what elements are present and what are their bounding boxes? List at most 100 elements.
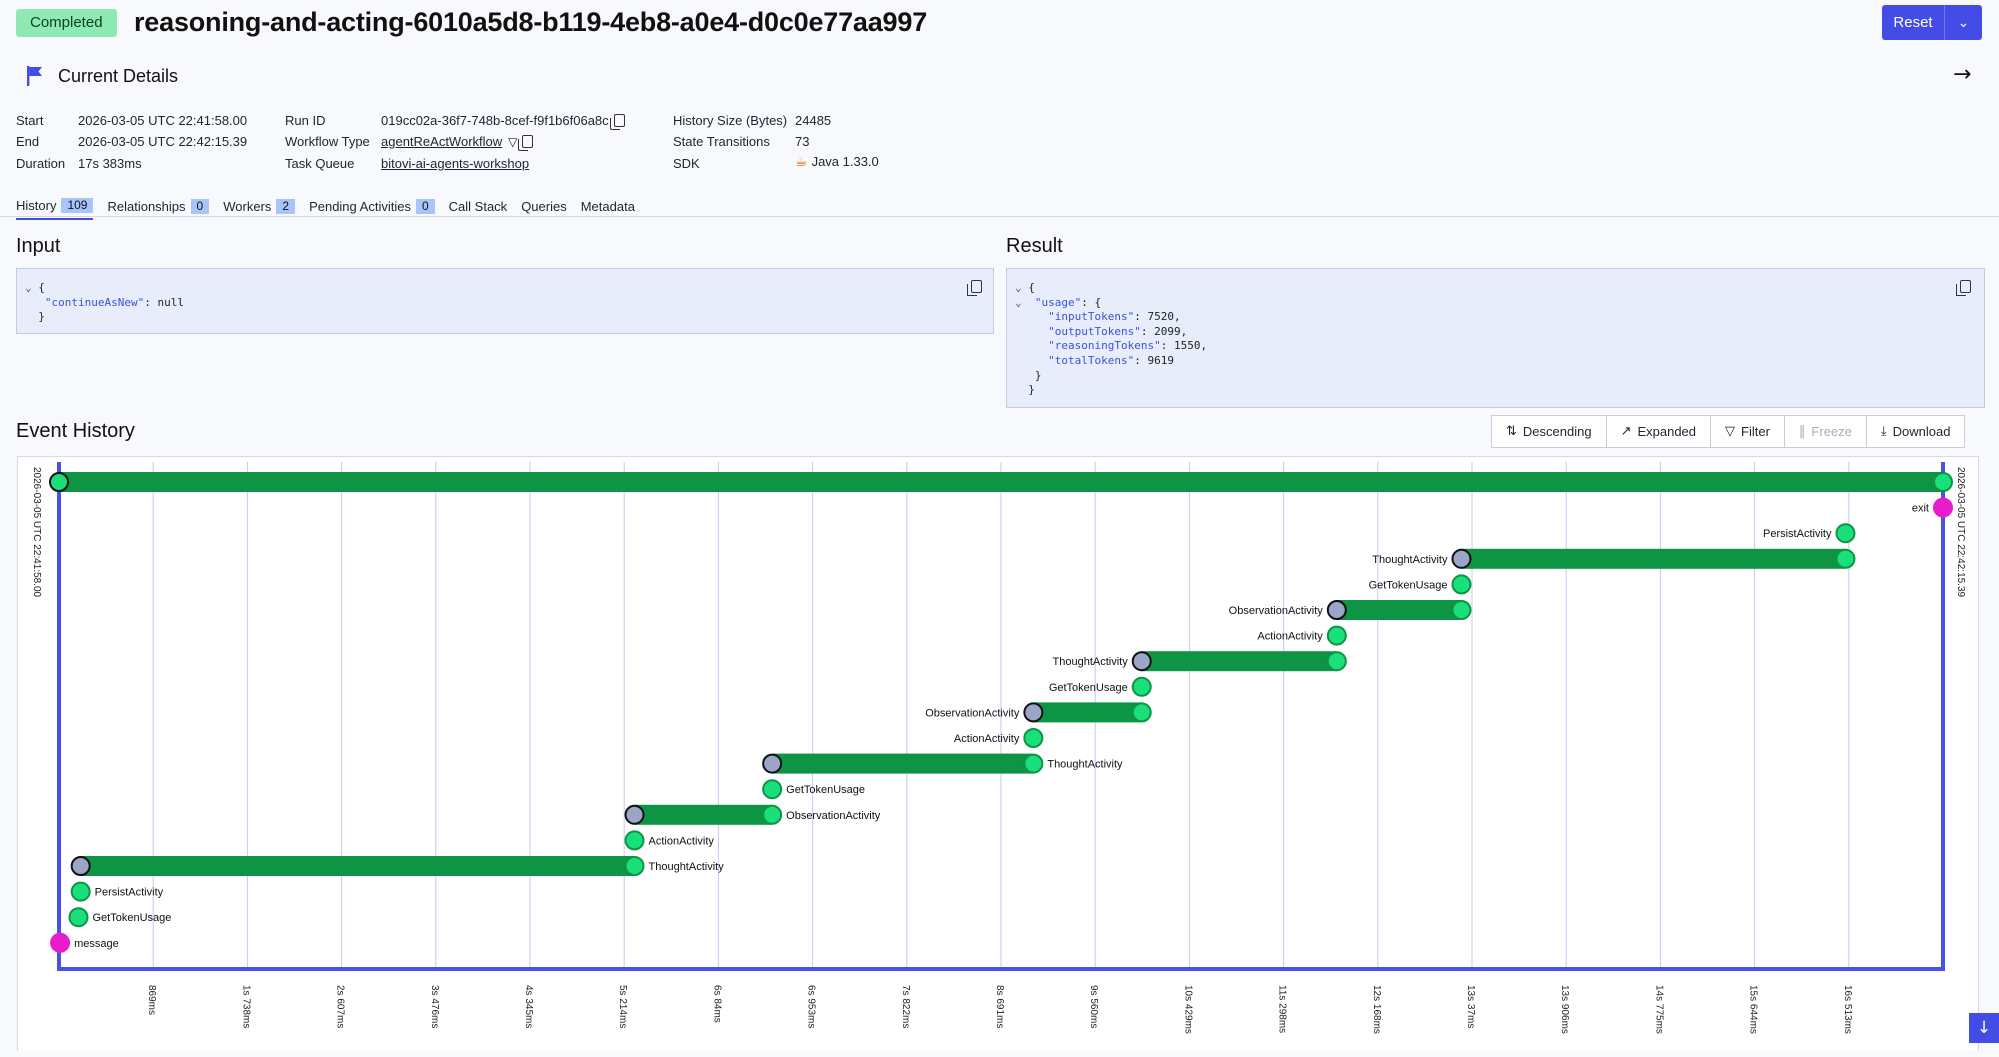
input-value: null <box>157 295 184 309</box>
duration-value: 17s 383ms <box>78 156 142 171</box>
tab-pending-activities[interactable]: Pending Activities 0 <box>309 198 435 220</box>
timeline-start-label: 2026-03-05 UTC 22:41:58.00 <box>31 467 42 598</box>
tick-label: 3s 476ms <box>429 985 440 1028</box>
event-bar <box>1033 702 1142 723</box>
event-end-node <box>1326 651 1347 672</box>
result-field-value: 1550 <box>1173 339 1201 353</box>
descending-label: Descending <box>1522 424 1592 439</box>
current-details-title: Current Details <box>58 65 179 86</box>
copy-icon[interactable] <box>967 280 982 296</box>
result-heading: Result <box>1006 235 1063 257</box>
tick-label: 8s 691ms <box>994 985 1005 1028</box>
freeze-label: Freeze <box>1811 424 1852 439</box>
filter-label: Filter <box>1741 424 1770 439</box>
tick-label: 13s 906ms <box>1559 985 1570 1034</box>
tick-label: 12s 168ms <box>1371 985 1382 1034</box>
filter-button[interactable]: ▽ Filter <box>1710 415 1785 448</box>
duration-label: Duration <box>16 156 66 171</box>
collapse-toggle[interactable]: ⌄ <box>1015 295 1022 309</box>
result-field-value: 2099 <box>1154 324 1181 338</box>
filter-icon[interactable]: ▽ <box>508 135 518 149</box>
tab-queries[interactable]: Queries <box>521 198 567 220</box>
tab-label: Relationships <box>107 199 186 214</box>
tab-workers[interactable]: Workers 2 <box>223 198 296 220</box>
arrow-right-icon[interactable]: → <box>1953 62 1972 87</box>
page-title: reasoning-and-acting-6010a5d8-b119-4eb8-… <box>134 7 928 37</box>
workflow-type-link[interactable]: agentReActWorkflow <box>381 134 503 149</box>
freeze-button[interactable]: ‖ Freeze <box>1783 415 1867 448</box>
event-start-node <box>762 753 783 774</box>
event-start-node <box>1326 600 1347 620</box>
event-label: GetTokenUsage <box>1049 682 1128 694</box>
tabs-divider <box>0 216 1999 217</box>
collapse-toggle[interactable]: ⌄ <box>25 281 32 294</box>
tick-label: 15s 644ms <box>1748 985 1759 1034</box>
event-end-node <box>1933 472 1953 492</box>
tick-label: 1s 738ms <box>240 985 251 1028</box>
tick-label: 10s 429ms <box>1182 985 1193 1034</box>
tick-label: 14s 775ms <box>1653 985 1664 1034</box>
copy-icon[interactable] <box>1956 280 1971 296</box>
event-start-node <box>624 804 645 825</box>
tab-call-stack[interactable]: Call Stack <box>449 198 508 220</box>
collapse-toggle[interactable]: ⌄ <box>1015 281 1022 294</box>
tick-label: 869ms <box>146 985 157 1015</box>
workflow-type-label: Workflow Type <box>285 134 370 149</box>
tab-bar: History 109 Relationships 0 Workers 2 Pendi… <box>16 198 635 220</box>
event-label: GetTokenUsage <box>1369 579 1448 591</box>
event-label: ObservationActivity <box>786 810 881 822</box>
tab-relationships[interactable]: Relationships 0 <box>107 198 210 220</box>
result-field-key: "inputTokens" <box>1048 310 1135 324</box>
signal-node <box>1933 497 1953 518</box>
event-bar <box>80 856 635 876</box>
chevron-down-icon[interactable]: ⌄ <box>1944 5 1982 40</box>
tab-label: Workers <box>223 199 272 214</box>
tick-label: 7s 822ms <box>900 985 911 1028</box>
scroll-down-button[interactable]: ↓ <box>1969 1013 1999 1043</box>
result-field-key: "reasoningTokens" <box>1048 339 1161 353</box>
tab-label: Pending Activities <box>309 199 411 214</box>
result-field-key: "outputTokens" <box>1048 324 1141 338</box>
reset-button[interactable]: Reset <box>1882 5 1944 40</box>
reset-button-group: Reset ⌄ <box>1882 5 1982 40</box>
event-start-node <box>1451 548 1472 569</box>
tab-label: Metadata <box>580 199 635 214</box>
event-node <box>70 881 91 902</box>
tab-history[interactable]: History 109 <box>16 198 94 220</box>
event-bar <box>1336 600 1462 620</box>
copy-icon[interactable] <box>518 135 534 151</box>
event-history-toolbar: ⇅ Descending ↗ Expanded ▽ Filter ‖ Freeze ⤓ D… <box>1491 415 1966 448</box>
sdk-value: Java 1.33.0 <box>811 154 879 169</box>
event-end-node <box>762 804 783 825</box>
event-end-node <box>1023 753 1044 774</box>
event-end-node <box>624 856 645 876</box>
expanded-button[interactable]: ↗ Expanded <box>1605 415 1712 448</box>
tab-count: 2 <box>276 199 296 214</box>
end-value: 2026-03-05 UTC 22:42:15.39 <box>78 134 248 149</box>
result-field-value: 9619 <box>1147 353 1174 367</box>
tick-label: 13s 37ms <box>1465 985 1476 1028</box>
current-details-header[interactable]: Current Details <box>26 65 178 87</box>
event-timeline: 869ms 1s 738ms 2s 607ms 3s 476ms 4s 345ms 5s … <box>17 456 1979 1051</box>
end-label: End <box>16 134 40 149</box>
start-label: Start <box>16 113 44 128</box>
tab-count: 0 <box>190 199 210 214</box>
descending-button[interactable]: ⇅ Descending <box>1491 415 1607 448</box>
flag-icon <box>27 66 42 86</box>
download-button[interactable]: ⤓ Download <box>1865 415 1966 448</box>
event-node <box>1131 676 1152 697</box>
copy-icon[interactable] <box>609 114 625 130</box>
tab-metadata[interactable]: Metadata <box>581 198 635 220</box>
input-key: "continueAsNew" <box>44 295 145 309</box>
tick-label: 5s 214ms <box>617 985 628 1028</box>
tab-label: Queries <box>521 199 567 214</box>
expanded-label: Expanded <box>1637 424 1697 439</box>
event-node <box>68 907 89 928</box>
task-queue-link[interactable]: bitovi-ai-agents-workshop <box>381 156 530 171</box>
result-field-value: 7520 <box>1147 310 1174 324</box>
event-label: ThoughtActivity <box>649 861 725 873</box>
result-code-box: ⌄ { ⌄ "usage": { "inputTokens": 7520, "o… <box>1006 268 1985 408</box>
tab-label: History <box>16 198 57 213</box>
run-id-label: Run ID <box>285 113 326 128</box>
event-node <box>1326 625 1347 646</box>
